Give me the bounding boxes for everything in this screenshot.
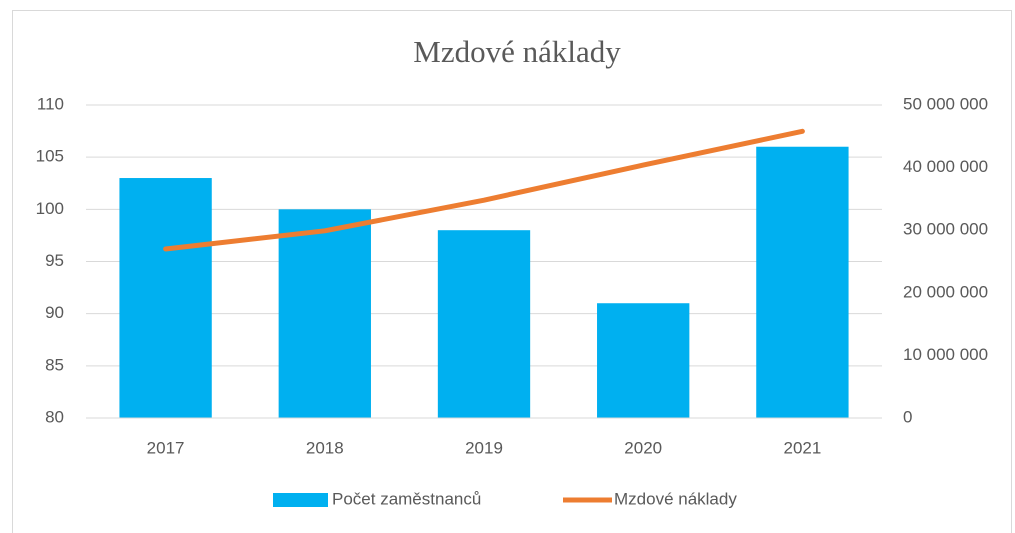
bar xyxy=(597,303,690,418)
y-tick-label: 80 xyxy=(45,407,64,426)
bar xyxy=(119,178,212,418)
bar xyxy=(437,230,531,418)
line-series xyxy=(163,128,805,252)
y-tick-label: 90 xyxy=(45,303,64,322)
x-tick-label: 2021 xyxy=(783,438,821,457)
legend-swatch xyxy=(273,493,328,507)
y2-tick-label: 0 xyxy=(903,407,912,426)
x-tick-label: 2020 xyxy=(624,438,662,457)
chart-title: Mzdové náklady xyxy=(413,34,621,69)
legend-label: Počet zaměstnanců xyxy=(332,489,481,508)
y-tick-label: 100 xyxy=(36,199,64,218)
x-tick-label: 2019 xyxy=(465,438,503,457)
y-tick-label: 95 xyxy=(45,251,64,270)
legend-label: Mzdové náklady xyxy=(614,489,737,508)
bar xyxy=(756,146,849,418)
y2-tick-label: 10 000 000 xyxy=(903,345,988,364)
bar xyxy=(278,209,371,418)
chart-border xyxy=(12,10,1012,533)
y-tick-label: 85 xyxy=(45,355,64,374)
y2-tick-label: 30 000 000 xyxy=(903,220,988,239)
y2-tick-label: 40 000 000 xyxy=(903,157,988,176)
y-tick-label: 110 xyxy=(37,94,64,113)
x-tick-label: 2018 xyxy=(306,438,344,457)
y2-tick-label: 20 000 000 xyxy=(903,282,988,301)
y-tick-label: 105 xyxy=(36,147,64,166)
x-tick-label: 2017 xyxy=(147,438,185,457)
y2-tick-label: 50 000 000 xyxy=(903,94,988,113)
